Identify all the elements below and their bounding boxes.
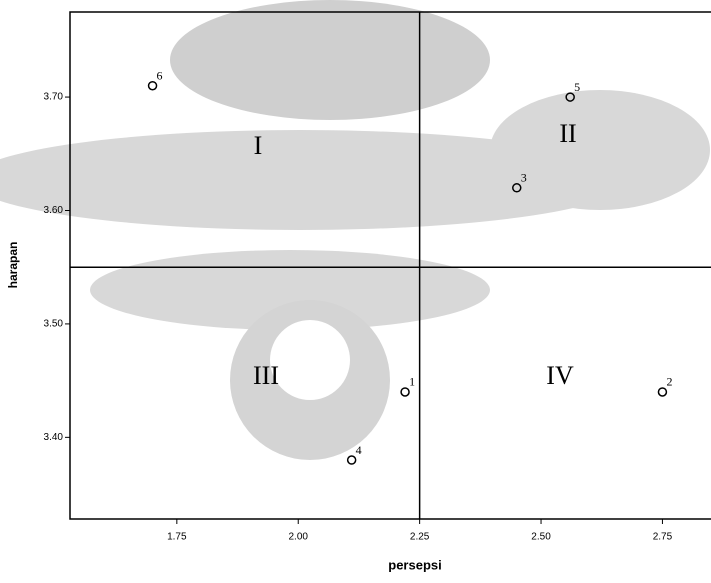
y-tick-label: 3.50: [44, 319, 64, 330]
y-axis-label: harapan: [6, 242, 20, 289]
x-tick-label: 1.75: [167, 532, 187, 543]
quadrant-label: IV: [546, 361, 574, 390]
point: [348, 456, 356, 464]
x-tick-label: 2.00: [289, 532, 309, 543]
point-label: 5: [574, 80, 580, 94]
y-tick-label: 3.60: [44, 205, 64, 216]
x-axis-label: persepsi: [388, 557, 441, 572]
chart: persepsi harapan 1.75 2.00 2.25 2.50 2.75 3.4…: [0, 0, 711, 578]
point-label: 2: [666, 375, 672, 389]
point-label: 1: [409, 375, 415, 389]
quadrant-label: III: [253, 361, 279, 390]
y-tick-label: 3.70: [44, 92, 64, 103]
point-label: 3: [521, 171, 527, 185]
quadrant-label: II: [559, 119, 576, 148]
page: persepsi harapan 1.75 2.00 2.25 2.50 2.75 3.4…: [0, 0, 711, 583]
point: [149, 82, 157, 90]
watermark: [0, 0, 710, 460]
x-tick-label: 2.25: [410, 532, 430, 543]
x-tick-label: 2.50: [531, 532, 551, 543]
point-label: 6: [157, 68, 163, 82]
x-tick-label: 2.75: [653, 532, 673, 543]
quadrant-label: I: [254, 131, 263, 160]
y-tick-label: 3.40: [44, 432, 64, 443]
point-label: 4: [356, 443, 362, 457]
point: [401, 388, 409, 396]
point: [658, 388, 666, 396]
